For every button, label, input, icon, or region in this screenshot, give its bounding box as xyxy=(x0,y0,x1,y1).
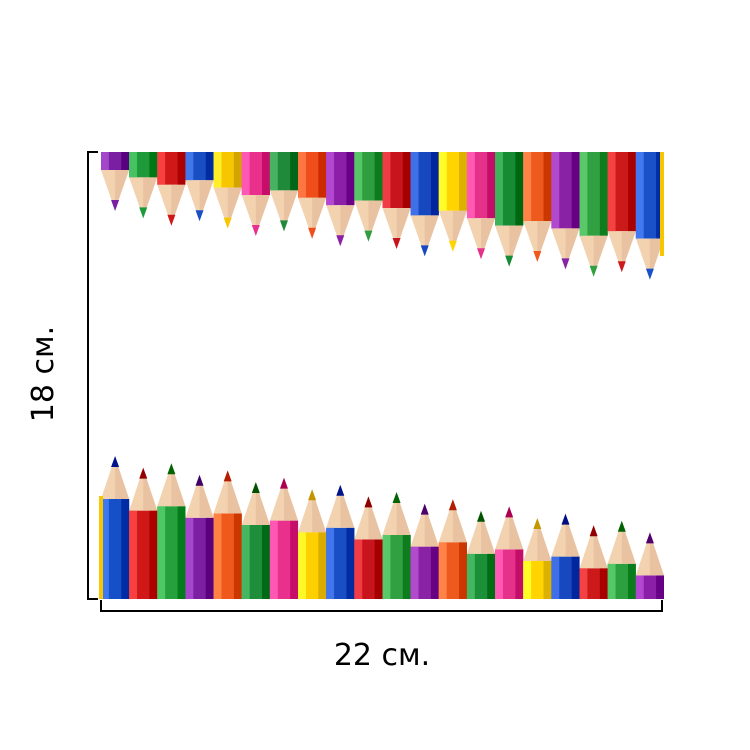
height-dimension-bracket xyxy=(87,151,98,600)
pencil-icon xyxy=(213,152,242,229)
pencil-icon xyxy=(269,152,299,232)
pencil-icon xyxy=(410,152,439,257)
pencil-icon xyxy=(607,520,636,599)
bottom-pencil-row xyxy=(99,456,664,599)
pencil-icon xyxy=(241,482,270,599)
pencil-icon xyxy=(495,152,524,267)
width-dimension-bracket xyxy=(100,600,663,612)
pencil-icon xyxy=(354,496,383,599)
pencil-icon xyxy=(129,152,158,219)
pencil-icon xyxy=(495,506,524,599)
pencil-icon xyxy=(326,152,355,247)
pencil-icon xyxy=(157,152,186,226)
pencil-icon xyxy=(213,470,242,599)
top-pencil-row xyxy=(101,152,664,280)
pencil-icon xyxy=(523,518,552,599)
pencil-icon xyxy=(523,152,552,262)
pencil-icon xyxy=(466,510,496,599)
pencil-icon xyxy=(298,489,327,599)
dimension-lines xyxy=(87,151,663,612)
pencil-icon xyxy=(269,477,299,599)
pencil-icon xyxy=(635,152,664,280)
width-dimension-label: 22 см. xyxy=(333,638,431,673)
pencil-icon xyxy=(241,152,270,236)
pencil-icon xyxy=(579,152,608,277)
pencil-edge xyxy=(660,152,664,256)
pencil-edge xyxy=(99,496,103,599)
pencil-icon xyxy=(635,532,664,599)
pencil-icon xyxy=(382,152,411,249)
pencil-icon xyxy=(298,152,327,239)
pencil-icon xyxy=(579,525,608,599)
pencil-icon xyxy=(410,503,439,599)
pencil-icon xyxy=(551,513,580,599)
height-dimension-label: 18 см. xyxy=(26,325,61,423)
pencil-icon xyxy=(354,152,383,242)
pencil-icon xyxy=(438,499,467,599)
pencil-icon xyxy=(101,456,130,599)
pencil-icon xyxy=(157,463,186,599)
pencil-icon xyxy=(438,152,467,252)
pencil-icon xyxy=(185,474,214,599)
pencil-icon xyxy=(607,152,636,273)
pencil-icon xyxy=(185,152,214,222)
pencil-icon xyxy=(101,152,130,211)
pencil-icon xyxy=(382,492,411,599)
pencil-icon xyxy=(129,467,158,599)
pencil-icon xyxy=(466,152,496,260)
pencil-icon xyxy=(551,152,580,270)
pencil-icon xyxy=(326,484,355,599)
